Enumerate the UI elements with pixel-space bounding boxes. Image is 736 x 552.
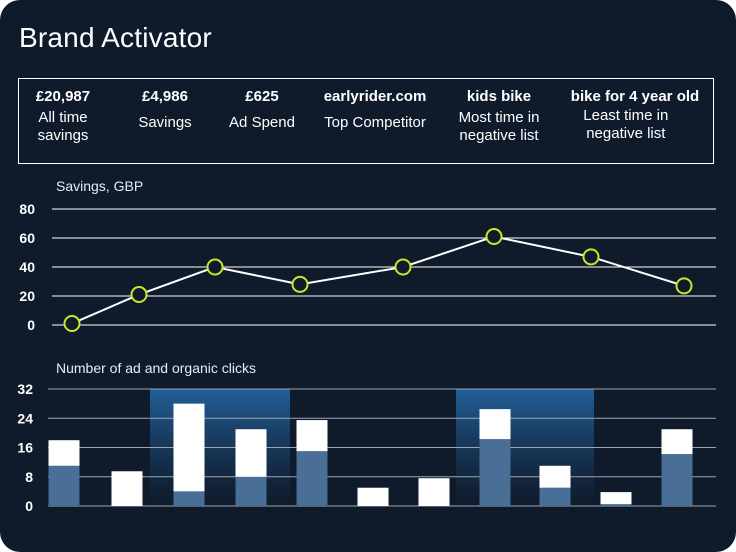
data-point — [63, 315, 81, 333]
kpi-label: All time savings — [37, 109, 89, 144]
y-tick-label: 60 — [19, 230, 35, 246]
kpi-label: Ad Spend — [229, 114, 295, 131]
kpi-label: Most time in negative list — [458, 109, 540, 144]
bar-organic-clicks — [48, 440, 80, 466]
kpi-value: earlyrider.com — [323, 88, 427, 105]
savings-line — [71, 235, 685, 325]
y-tick-label: 40 — [19, 259, 35, 275]
kpi-value: £625 — [245, 88, 279, 105]
y-tick-label: 20 — [19, 288, 35, 304]
bar-ad-clicks — [479, 439, 511, 506]
bar-organic-clicks — [173, 403, 205, 492]
data-point — [485, 228, 503, 246]
data-point — [130, 286, 148, 304]
bar-organic-clicks — [661, 429, 693, 455]
bar-ad-clicks — [661, 454, 693, 506]
kpi-savings: £4,986 Savings — [138, 88, 191, 132]
bar-organic-clicks — [235, 429, 267, 477]
bar-ad-clicks — [48, 465, 80, 506]
y-tick-label: 16 — [17, 440, 33, 456]
data-point — [582, 248, 600, 266]
data-point — [206, 258, 224, 276]
bar-ad-clicks — [173, 491, 205, 506]
data-point — [291, 275, 309, 293]
data-point — [675, 277, 693, 295]
kpi-label: Savings — [138, 114, 192, 131]
data-point — [394, 258, 412, 276]
y-tick-label: 0 — [27, 317, 35, 333]
bar-ad-clicks — [600, 504, 632, 506]
bar-organic-clicks — [111, 471, 143, 506]
y-tick-label: 32 — [17, 381, 33, 397]
kpi-ad-spend: £625 Ad Spend — [229, 88, 295, 132]
bar-organic-clicks — [479, 409, 511, 440]
kpi-panel: £20,987 All time savings £4,986 Savings £6… — [18, 78, 714, 164]
y-tick-label: 80 — [19, 201, 35, 217]
kpi-label: Least time in negative list — [583, 107, 669, 142]
kpi-label: Top Competitor — [324, 114, 426, 131]
kpi-all-time-savings: £20,987 All time savings — [28, 88, 98, 145]
bar-organic-clicks — [357, 487, 389, 506]
kpi-most-negative: kids bike Most time in negative list — [444, 88, 554, 145]
y-tick-label: 24 — [17, 410, 33, 426]
kpi-value: £20,987 — [35, 88, 91, 105]
bar-chart-title: Number of ad and organic clicks — [56, 360, 256, 376]
kpi-value: kids bike — [466, 88, 532, 105]
y-tick-label: 0 — [25, 498, 33, 514]
bar-organic-clicks — [296, 420, 328, 452]
bar-ad-clicks — [296, 451, 328, 506]
bar-organic-clicks — [418, 478, 450, 506]
kpi-value: £4,986 — [142, 88, 188, 105]
kpi-least-negative: bike for 4 year old Least time in negativ… — [571, 88, 699, 143]
kpi-top-competitor: earlyrider.com Top Competitor — [324, 88, 427, 132]
line-chart-title: Savings, GBP — [56, 178, 144, 194]
y-tick-label: 8 — [25, 469, 33, 485]
bar-organic-clicks — [539, 465, 571, 488]
page-title: Brand Activator — [19, 22, 212, 53]
bar-ad-clicks — [235, 476, 267, 506]
bar-organic-clicks — [600, 492, 632, 505]
kpi-value: bike for 4 year old — [570, 88, 700, 105]
bar-ad-clicks — [539, 487, 571, 506]
